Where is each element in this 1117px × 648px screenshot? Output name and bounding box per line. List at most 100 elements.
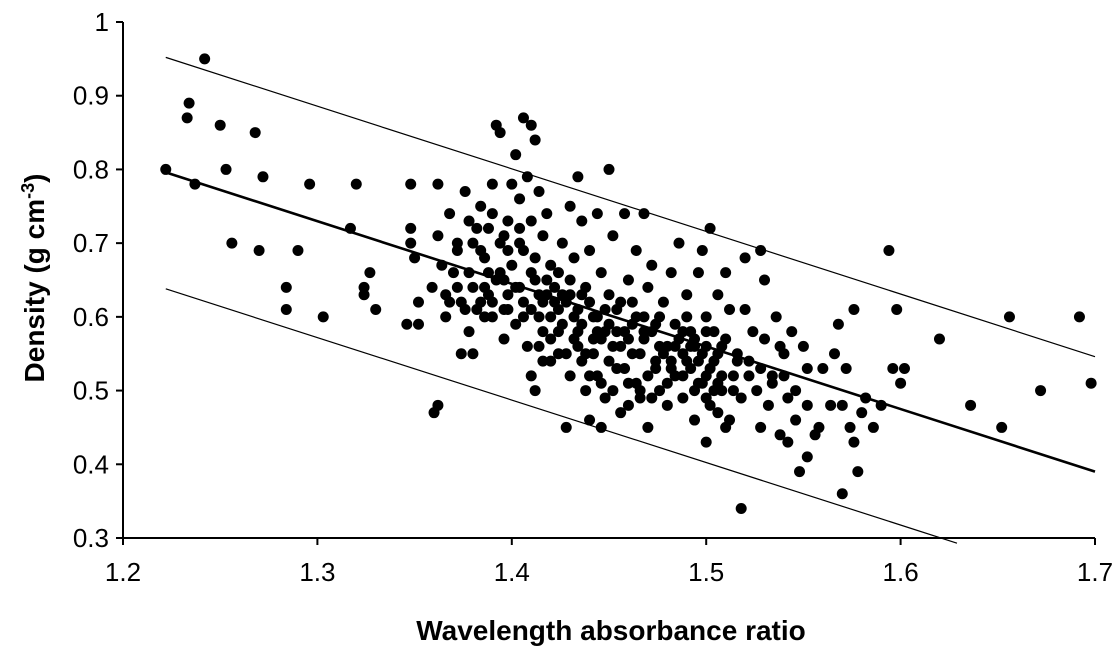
data-point	[801, 399, 813, 411]
data-point	[440, 311, 452, 323]
data-point	[502, 245, 514, 257]
y-axis-title-superscript: -3	[18, 183, 38, 199]
data-point	[825, 399, 837, 411]
data-point	[552, 326, 564, 338]
data-point	[199, 53, 211, 65]
data-point	[759, 274, 771, 286]
data-point	[891, 303, 903, 315]
data-point	[724, 414, 736, 426]
data-point	[739, 252, 751, 264]
data-point	[529, 134, 541, 146]
data-point	[599, 303, 611, 315]
data-point	[584, 370, 596, 382]
data-point	[611, 362, 623, 374]
data-point	[533, 340, 545, 352]
data-point	[739, 303, 751, 315]
y-axis-title-suffix: )	[19, 174, 50, 183]
data-point	[654, 340, 666, 352]
data-point	[514, 193, 526, 205]
data-point	[860, 392, 872, 404]
data-point	[665, 355, 677, 367]
data-point	[459, 303, 471, 315]
data-point	[790, 414, 802, 426]
data-point	[622, 333, 634, 345]
data-point	[770, 311, 782, 323]
data-point	[724, 303, 736, 315]
data-point	[455, 348, 467, 360]
data-point	[502, 215, 514, 227]
data-point	[525, 303, 537, 315]
data-point	[836, 488, 848, 500]
data-point	[848, 436, 860, 448]
data-point	[479, 311, 491, 323]
data-point	[549, 281, 561, 293]
data-point	[996, 421, 1008, 433]
data-point	[603, 163, 615, 175]
data-point	[498, 230, 510, 242]
data-point	[801, 362, 813, 374]
data-point	[591, 326, 603, 338]
data-point	[817, 362, 829, 374]
data-point	[708, 326, 720, 338]
data-point	[432, 399, 444, 411]
data-point	[603, 318, 615, 330]
y-tick-label: 1	[95, 7, 109, 37]
data-point	[358, 289, 370, 301]
data-point	[731, 355, 743, 367]
y-tick-label: 0.3	[73, 523, 109, 553]
data-point	[525, 370, 537, 382]
data-point	[1085, 377, 1097, 389]
data-point	[560, 348, 572, 360]
data-point	[486, 208, 498, 220]
x-tick-label: 1.4	[494, 557, 530, 587]
data-point	[181, 112, 193, 124]
data-point	[568, 311, 580, 323]
data-point	[692, 355, 704, 367]
data-point	[677, 392, 689, 404]
data-point	[654, 311, 666, 323]
data-point	[560, 421, 572, 433]
data-point	[1073, 311, 1085, 323]
data-point	[786, 326, 798, 338]
data-point	[611, 326, 623, 338]
data-point	[607, 230, 619, 242]
data-point	[778, 370, 790, 382]
data-point	[475, 245, 487, 257]
data-point	[700, 340, 712, 352]
data-point	[755, 421, 767, 433]
data-point	[720, 267, 732, 279]
data-point	[677, 370, 689, 382]
data-point	[537, 355, 549, 367]
data-point	[529, 252, 541, 264]
data-point	[595, 421, 607, 433]
data-point	[696, 377, 708, 389]
data-point	[774, 429, 786, 441]
data-point	[486, 296, 498, 308]
data-point	[479, 281, 491, 293]
y-axis-title-main: Density (g cm	[19, 199, 50, 383]
data-point	[370, 303, 382, 315]
data-point	[506, 178, 518, 190]
data-point	[700, 326, 712, 338]
data-point	[844, 421, 856, 433]
data-point	[405, 178, 417, 190]
data-point	[669, 318, 681, 330]
data-point	[840, 362, 852, 374]
data-point	[486, 311, 498, 323]
data-point	[778, 348, 790, 360]
data-point	[735, 503, 747, 515]
data-point	[467, 281, 479, 293]
data-point	[727, 385, 739, 397]
tick-labels: 0.3 0.4 0.5 0.6 0.7 0.8 0.9 1 1.2 1.3 1.4 1.5 1.6 1.7	[73, 7, 1113, 587]
data-point	[692, 267, 704, 279]
data-point	[867, 421, 879, 433]
data-point	[607, 340, 619, 352]
data-point	[432, 230, 444, 242]
data-point	[494, 267, 506, 279]
data-point	[782, 436, 794, 448]
data-point	[813, 421, 825, 433]
data-point	[883, 245, 895, 257]
data-point	[525, 119, 537, 131]
data-point	[689, 385, 701, 397]
x-tick-label: 1.6	[883, 557, 919, 587]
